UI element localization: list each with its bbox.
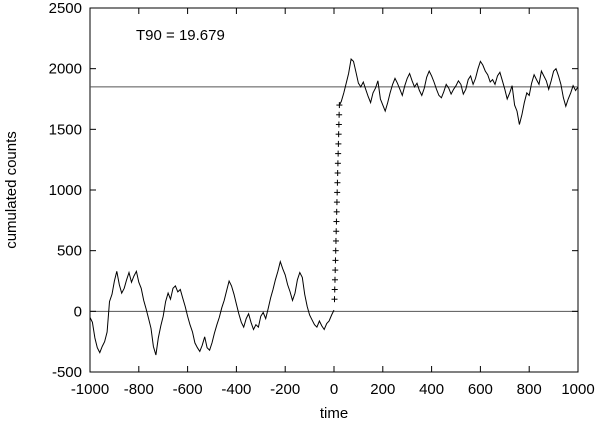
cross-marker	[331, 286, 338, 293]
cross-marker	[333, 199, 340, 206]
x-tick-label: 0	[330, 381, 338, 398]
x-tick-label: 200	[370, 381, 395, 398]
cross-marker	[333, 208, 340, 215]
cross-marker	[334, 170, 341, 177]
y-tick-label: 1500	[49, 121, 82, 138]
y-tick-label: 1000	[49, 182, 82, 199]
cross-marker	[331, 276, 338, 283]
tick-labels: -1000 -800 -600 -400 -200 0 200 400 600 800 1000 -5…	[49, 0, 595, 398]
y-tick-label: 2000	[49, 61, 82, 78]
cross-marker	[332, 267, 339, 274]
x-tick-label: 600	[468, 381, 493, 398]
cross-marker	[332, 247, 339, 254]
cross-marker	[334, 160, 341, 167]
series-group	[89, 57, 579, 356]
cross-marker	[332, 257, 339, 264]
cross-marker	[333, 218, 340, 225]
t90-annotation: T90 = 19.679	[136, 27, 225, 44]
reference-lines	[90, 86, 578, 312]
x-tick-label: 400	[419, 381, 444, 398]
y-tick-label: 2500	[49, 0, 82, 17]
x-tick-label: -1000	[71, 381, 109, 398]
cross-marker	[334, 189, 341, 196]
x-tick-label: 1000	[561, 381, 594, 398]
cross-marker	[332, 237, 339, 244]
y-axis-label: cumulated counts	[3, 131, 20, 249]
cross-marker	[335, 131, 342, 138]
cross-marker	[335, 121, 342, 128]
cross-marker	[336, 111, 343, 118]
axis-ticks	[89, 7, 579, 373]
x-axis-label: time	[320, 405, 348, 422]
y-tick-label: 500	[57, 243, 82, 260]
y-tick-label: 0	[74, 303, 82, 320]
series-line	[338, 57, 579, 125]
x-tick-label: -600	[173, 381, 203, 398]
cross-marker	[331, 296, 338, 303]
cross-marker	[334, 179, 341, 186]
x-tick-label: -400	[221, 381, 251, 398]
y-tick-label: -500	[52, 364, 82, 381]
cross-marker	[335, 140, 342, 147]
series-line	[89, 259, 335, 356]
x-tick-label: 800	[517, 381, 542, 398]
x-tick-label: -200	[270, 381, 300, 398]
x-tick-label: -800	[124, 381, 154, 398]
cross-marker	[335, 150, 342, 157]
cross-marker	[333, 228, 340, 235]
